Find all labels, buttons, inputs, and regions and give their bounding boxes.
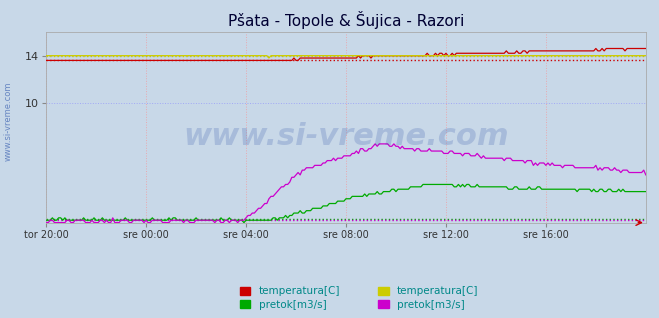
Text: www.si-vreme.com: www.si-vreme.com	[183, 122, 509, 151]
Text: www.si-vreme.com: www.si-vreme.com	[3, 81, 13, 161]
Legend: temperatura[C], pretok[m3/s]: temperatura[C], pretok[m3/s]	[240, 287, 340, 310]
Legend: temperatura[C], pretok[m3/s]: temperatura[C], pretok[m3/s]	[378, 287, 478, 310]
Title: Pšata - Topole & Šujica - Razori: Pšata - Topole & Šujica - Razori	[228, 11, 464, 29]
